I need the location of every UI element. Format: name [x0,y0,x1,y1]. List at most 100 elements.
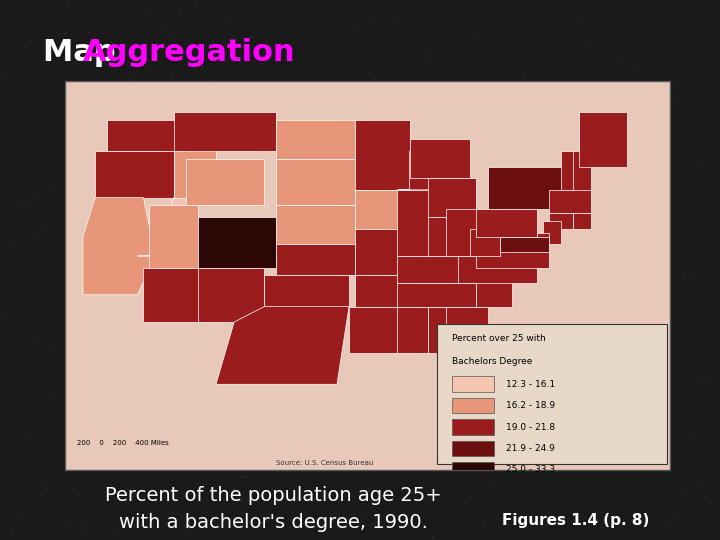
Text: 19.0 - 21.8: 19.0 - 21.8 [506,422,555,431]
Point [127,75,139,84]
FancyBboxPatch shape [65,81,670,470]
Point [251,256,263,265]
Point [508,516,519,524]
FancyBboxPatch shape [452,398,494,414]
Point [129,47,140,56]
Polygon shape [276,244,355,275]
Point [552,328,564,336]
FancyBboxPatch shape [437,324,667,464]
Point [582,383,594,392]
Point [556,128,567,137]
Point [472,35,483,43]
Point [573,315,585,323]
Point [36,481,48,490]
Point [705,377,716,386]
Polygon shape [107,120,186,151]
Point [158,20,170,29]
Point [228,516,240,525]
Point [31,333,42,342]
Point [135,160,147,168]
Point [356,511,368,520]
Polygon shape [440,353,500,411]
Point [214,384,225,393]
Point [503,260,515,268]
Point [174,9,185,17]
Point [252,157,264,165]
Point [616,55,627,64]
Point [452,249,464,258]
Point [48,185,59,193]
Point [459,497,470,506]
Point [19,42,30,50]
Point [621,160,633,168]
Polygon shape [428,217,458,256]
Point [305,185,317,193]
Point [576,16,588,24]
Point [154,126,166,135]
Point [259,326,271,335]
Point [220,244,232,252]
Point [478,521,490,530]
Point [425,444,436,453]
Point [519,265,531,273]
Point [640,304,652,313]
Point [593,184,605,192]
Polygon shape [428,307,458,353]
Polygon shape [470,229,500,256]
Polygon shape [397,151,446,190]
Text: 21.9 - 24.9: 21.9 - 24.9 [506,444,555,453]
Point [204,485,216,494]
Point [78,106,89,114]
Text: with a bachelor's degree, 1990.: with a bachelor's degree, 1990. [120,513,428,532]
Point [673,511,685,519]
Point [189,1,201,10]
FancyBboxPatch shape [452,462,494,477]
Point [372,133,384,141]
Point [351,21,362,29]
Polygon shape [264,275,349,307]
Polygon shape [349,307,415,353]
Point [147,415,158,423]
Point [521,448,533,457]
Point [218,224,230,232]
Point [204,77,215,86]
Point [311,440,323,449]
Point [138,10,150,19]
Polygon shape [561,151,579,190]
Point [542,91,554,100]
Point [120,363,131,372]
Polygon shape [573,151,591,198]
Point [168,189,180,198]
Text: 200    0    200    400 Miles: 200 0 200 400 Miles [77,441,168,447]
Point [17,508,28,516]
Point [40,485,52,494]
Point [181,528,192,536]
Point [626,62,637,71]
Point [451,288,462,297]
Point [376,130,387,139]
Point [520,284,531,293]
Point [110,494,122,502]
Polygon shape [410,139,470,178]
Polygon shape [536,233,549,248]
Point [176,280,187,289]
Point [679,490,690,499]
Point [289,257,301,266]
Point [591,460,603,469]
Point [48,342,60,350]
Point [323,393,334,401]
Polygon shape [397,190,440,256]
Polygon shape [428,178,476,217]
Point [117,264,129,273]
Polygon shape [138,198,198,256]
Point [96,159,107,168]
Point [704,497,716,506]
Point [669,96,680,105]
Point [539,361,550,370]
Point [213,360,225,369]
Point [576,146,588,154]
Text: Map: Map [43,38,127,67]
Point [233,333,244,341]
Point [223,179,235,188]
Polygon shape [476,210,536,237]
